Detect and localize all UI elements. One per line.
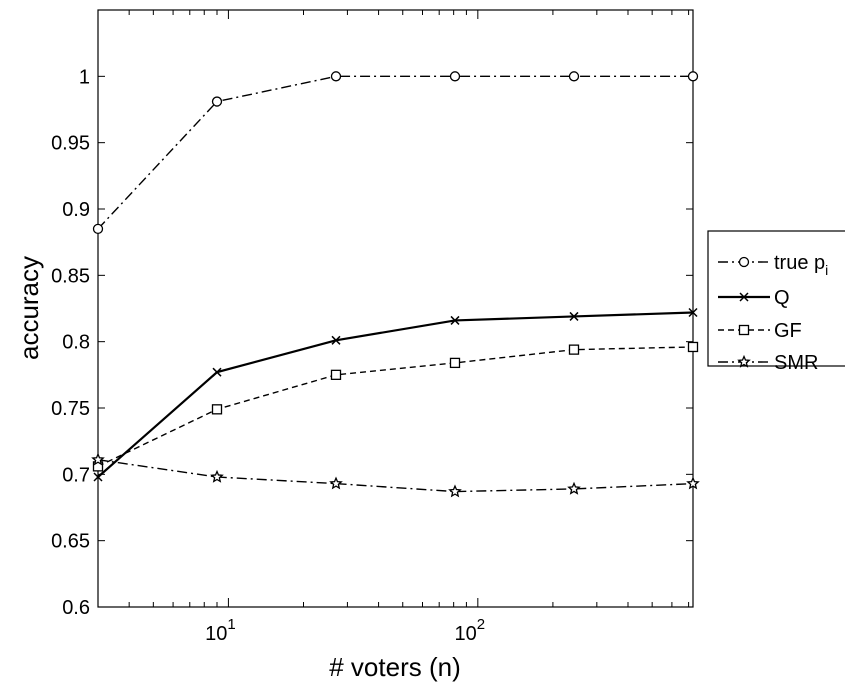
legend-label: GF: [774, 320, 802, 342]
legend-label: Q: [774, 287, 790, 309]
legend-label: SMR: [774, 352, 818, 374]
data-point: [568, 71, 580, 82]
series-q: [93, 307, 698, 482]
x-tick-label: 102: [455, 616, 486, 645]
legend-entry: GF: [718, 320, 802, 342]
series-gf: [92, 341, 699, 472]
y-tick-label: 0.65: [51, 531, 90, 553]
data-point: [331, 335, 341, 345]
data-point: [687, 341, 699, 353]
legend: true pi Q GF SMR: [707, 230, 845, 374]
x-axis: 101 102: [97, 10, 690, 645]
x-axis-label: # voters (n): [329, 652, 461, 682]
x-tick-base: 10: [205, 623, 227, 645]
legend-entry: true pi: [718, 252, 828, 278]
data-point: [92, 223, 104, 235]
legend-label-text: GF: [774, 320, 802, 342]
data-point: [687, 71, 699, 82]
y-tick-label: 0.75: [51, 398, 90, 420]
y-axis: 0.6 0.65 0.7 0.75 0.8 0.85 0.9 0.95 1: [51, 66, 693, 619]
data-point: [449, 71, 461, 82]
series-layer: [91, 71, 700, 498]
series-line: [97, 346, 694, 468]
x-tick-label: 101: [205, 616, 236, 645]
x-tick-exponent: 1: [227, 616, 235, 633]
data-point: [93, 472, 103, 482]
legend-label-text: SMR: [774, 352, 818, 374]
y-tick-label: 0.9: [62, 199, 90, 221]
legend-label-text: Q: [774, 287, 790, 309]
legend-box: [707, 230, 845, 367]
data-point: [450, 315, 460, 325]
data-point: [210, 469, 224, 483]
data-point: [330, 369, 342, 380]
legend-marker: [738, 324, 750, 336]
data-point: [686, 476, 700, 490]
data-point: [569, 311, 579, 321]
data-point: [449, 357, 461, 369]
plot-area: [97, 9, 694, 608]
data-point: [568, 344, 580, 355]
y-tick-label: 0.95: [51, 133, 90, 155]
data-point: [329, 476, 343, 490]
y-tick-label: 0.8: [62, 332, 90, 354]
y-tick-label: 0.6: [62, 597, 90, 619]
x-tick-exponent: 2: [477, 616, 485, 633]
data-point: [448, 484, 462, 498]
data-point: [212, 367, 222, 377]
y-tick-label: 1: [79, 66, 90, 88]
data-point: [330, 71, 342, 82]
legend-entry: Q: [718, 287, 790, 309]
data-point: [211, 404, 223, 415]
legend-label-text: true p: [774, 252, 825, 274]
data-point: [567, 481, 581, 495]
x-tick-base: 10: [455, 623, 477, 645]
series-line: [97, 311, 694, 478]
y-tick-label: 0.85: [51, 265, 90, 287]
y-axis-label: accuracy: [14, 256, 44, 360]
series-true-p: [92, 71, 699, 235]
data-point: [688, 307, 698, 318]
legend-label-subscript: i: [825, 262, 828, 278]
legend-label: true pi: [774, 252, 828, 278]
data-point: [91, 452, 105, 466]
series-smr: [91, 452, 700, 498]
legend-entry: SMR: [718, 352, 818, 374]
series-line: [97, 75, 693, 230]
legend-marker: [737, 354, 751, 368]
series-line: [97, 459, 694, 493]
data-point: [211, 96, 223, 107]
legend-marker: [739, 292, 749, 302]
y-tick-label: 0.7: [62, 464, 90, 486]
legend-marker: [738, 256, 750, 268]
